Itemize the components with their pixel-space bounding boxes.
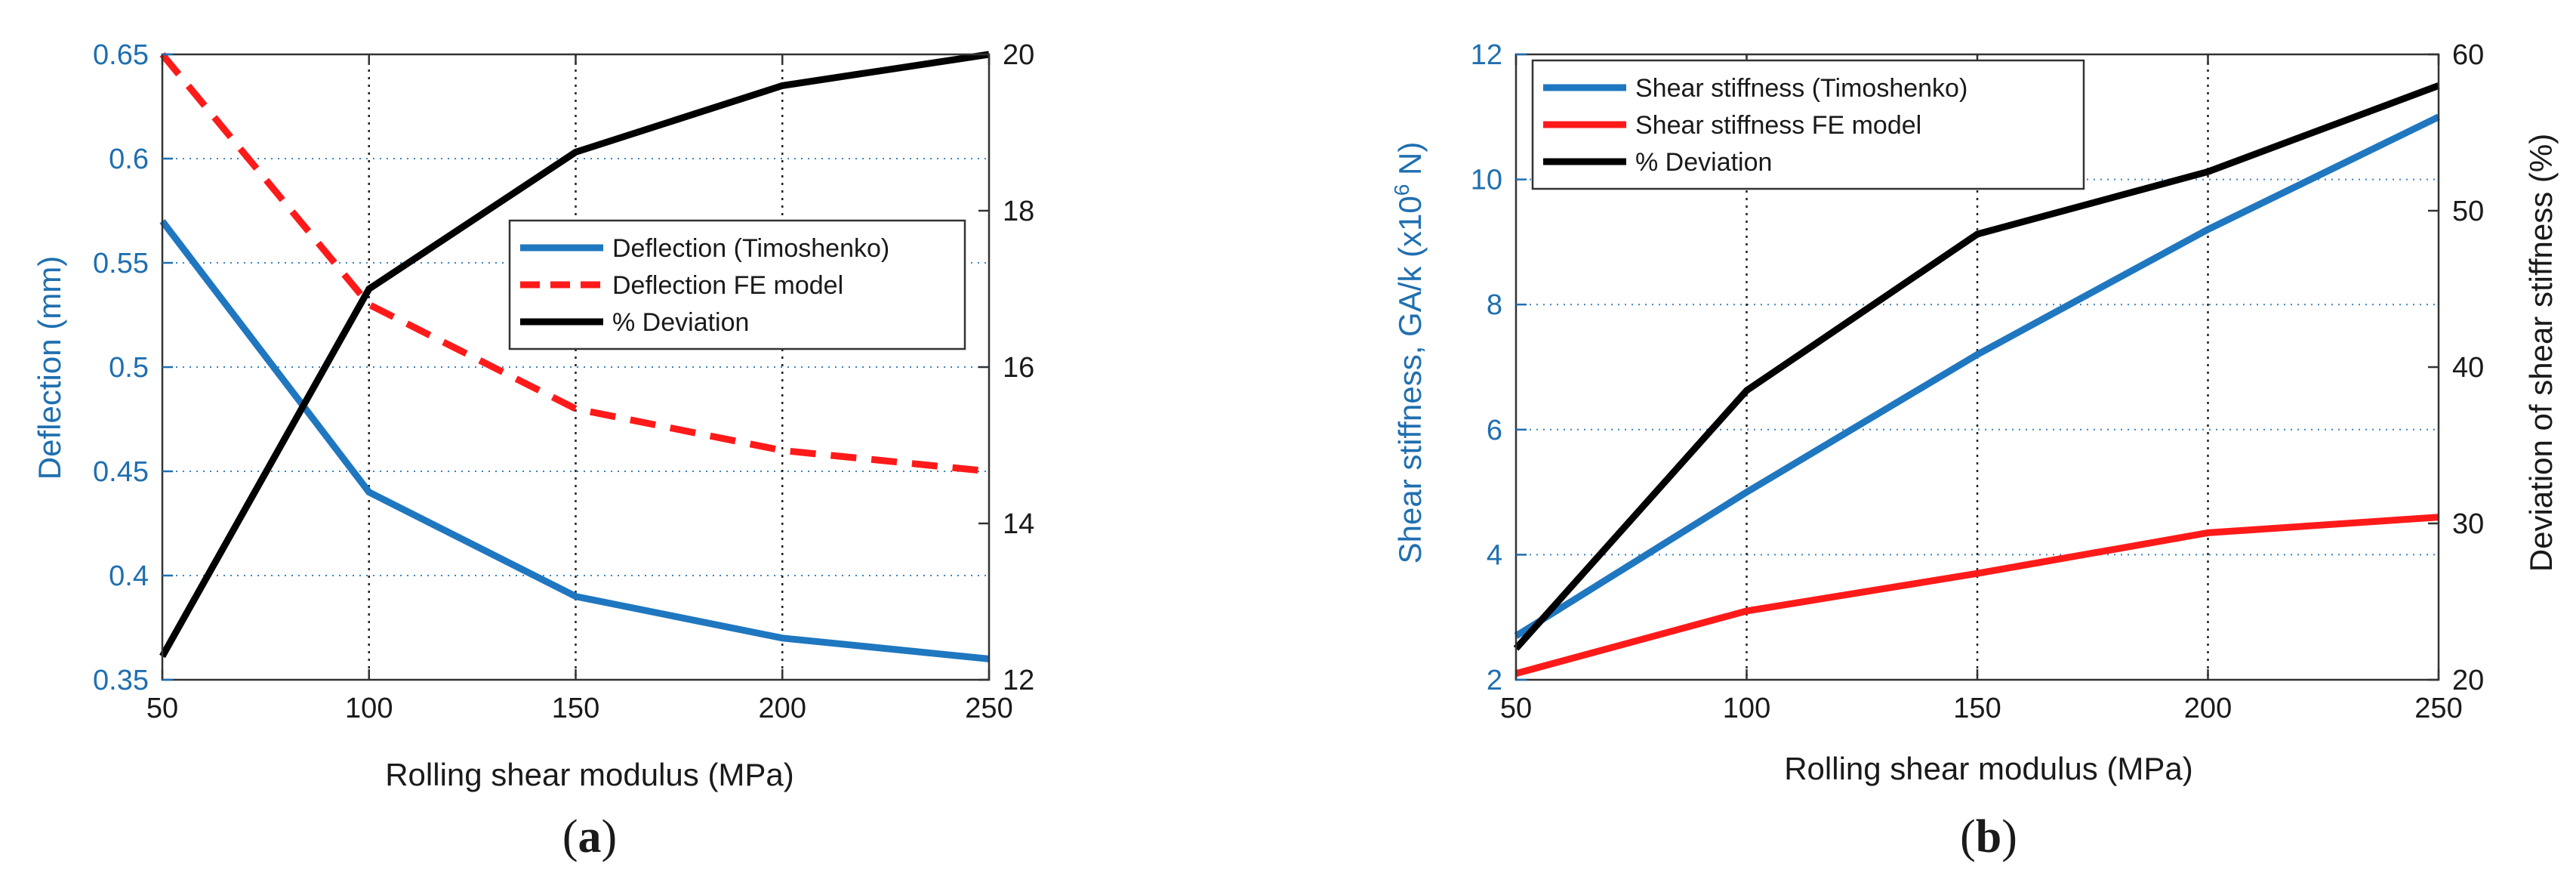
legend-a: Deflection (Timoshenko) Deflection FE mod…	[508, 219, 966, 350]
x-tick-label-a-3: 200	[759, 693, 806, 724]
panel-label-b: (b)	[1960, 811, 2017, 863]
legend-label-b-1: Shear stiffness FE model	[1635, 111, 1921, 140]
y-right-tick-label-a-4: 20	[1003, 39, 1034, 71]
panel-label-letter-a: a	[578, 811, 602, 863]
series-line-b-0	[1514, 113, 2440, 639]
y-axis-label-right-b: Deviation of shear stiffness (%)	[2523, 134, 2559, 572]
y-right-tick-label-a-3: 18	[1003, 196, 1034, 227]
legend-label-a-1: Deflection FE model	[612, 271, 843, 300]
y-left-tick-label-a-5: 0.6	[109, 144, 149, 175]
y-right-tick-label-b-2: 40	[2452, 352, 2484, 384]
x-axis-label-b: Rolling shear modulus (MPa)	[1784, 751, 2193, 786]
y-right-tick-label-b-3: 50	[2452, 196, 2484, 227]
panel-label-paren-close-b: )	[2001, 811, 2017, 863]
x-tick-label-b-0: 50	[1500, 693, 1532, 724]
x-axis-label-a: Rolling shear modulus (MPa)	[385, 757, 794, 792]
series-lines-b	[1513, 82, 2440, 678]
legend-label-a-2: % Deviation	[612, 308, 749, 337]
y-left-tick-label-b-0: 2	[1487, 665, 1502, 696]
panel-label-a: (a)	[562, 811, 617, 863]
x-tick-label-b-3: 200	[2184, 693, 2232, 724]
axis-ticks-a: 50 100 150 200 250 0.35 0.4 0.45 0.5 0.55 0.6 0.65 1…	[93, 39, 1034, 724]
y-left-tick-label-a-1: 0.4	[109, 560, 149, 592]
panel-label-paren-close-a: )	[602, 811, 618, 863]
y-right-tick-label-a-0: 12	[1003, 665, 1034, 696]
series-line-a-1	[159, 52, 990, 475]
y-right-tick-label-a-1: 14	[1003, 508, 1034, 540]
y-left-tick-label-b-4: 10	[1471, 165, 1502, 196]
x-tick-label-a-4: 250	[965, 693, 1012, 724]
x-tick-label-b-4: 250	[2414, 693, 2462, 724]
x-tick-label-b-2: 150	[1953, 693, 2001, 724]
legend-label-a-0: Deflection (Timoshenko)	[612, 234, 889, 263]
y-left-tick-label-a-4: 0.55	[93, 248, 149, 279]
y-axis-label-left-b-end: N)	[1392, 142, 1428, 184]
series-line-a-2	[159, 51, 990, 659]
x-tick-label-a-1: 100	[345, 693, 393, 724]
y-right-tick-label-a-2: 16	[1003, 352, 1034, 384]
x-tick-label-b-1: 100	[1723, 693, 1770, 724]
y-axis-label-left-b-sup: 6	[1390, 184, 1413, 196]
y-right-tick-label-b-0: 20	[2452, 665, 2484, 696]
panel-label-paren-open-b: (	[1960, 811, 1976, 863]
series-line-b-1	[1514, 514, 2439, 678]
series-lines-a	[159, 51, 990, 662]
legend-b: Shear stiffness (Timoshenko) Shear stiffn…	[1531, 59, 2085, 190]
series-line-b-2	[1513, 82, 2440, 651]
legend-label-b-0: Shear stiffness (Timoshenko)	[1635, 74, 1967, 103]
y-right-tick-label-b-4: 60	[2452, 39, 2484, 71]
y-left-tick-label-a-2: 0.45	[93, 456, 149, 488]
panel-label-paren-open-a: (	[562, 811, 578, 863]
x-tick-label-a-2: 150	[552, 693, 599, 724]
x-tick-label-a-0: 50	[146, 693, 178, 724]
y-left-tick-label-b-5: 12	[1471, 39, 1502, 71]
chart-panel-b: 50 100 150 200 250 2 4 6 8 10 12 20 30 40 50 60 Rolling…	[1390, 39, 2559, 863]
axis-ticks-b: 50 100 150 200 250 2 4 6 8 10 12 20 30 40 50 60	[1471, 39, 2485, 724]
series-line-a-0	[159, 219, 990, 662]
y-right-tick-label-b-1: 30	[2452, 508, 2484, 540]
y-axis-label-left-a: Deflection (mm)	[32, 256, 67, 480]
y-left-tick-label-b-3: 8	[1487, 289, 1502, 321]
y-axis-label-left-b: Shear stiffness, GA/k (x106 N)	[1390, 142, 1428, 564]
grid-lines-a	[162, 54, 989, 680]
plot-frame-a	[161, 53, 991, 681]
y-left-tick-label-a-6: 0.65	[93, 39, 149, 71]
y-left-tick-label-b-2: 6	[1487, 415, 1502, 446]
y-left-tick-label-a-0: 0.35	[93, 665, 149, 696]
y-axis-label-left-b-main: Shear stiffness, GA/k (x10	[1392, 196, 1428, 563]
y-left-tick-label-b-1: 4	[1487, 539, 1502, 571]
legend-label-b-2: % Deviation	[1635, 148, 1772, 177]
chart-panel-a: 50 100 150 200 250 0.35 0.4 0.45 0.5 0.55 0.6 0.65 1…	[32, 39, 1034, 863]
panel-label-letter-b: b	[1976, 811, 2001, 863]
y-left-tick-label-a-3: 0.5	[109, 352, 149, 384]
